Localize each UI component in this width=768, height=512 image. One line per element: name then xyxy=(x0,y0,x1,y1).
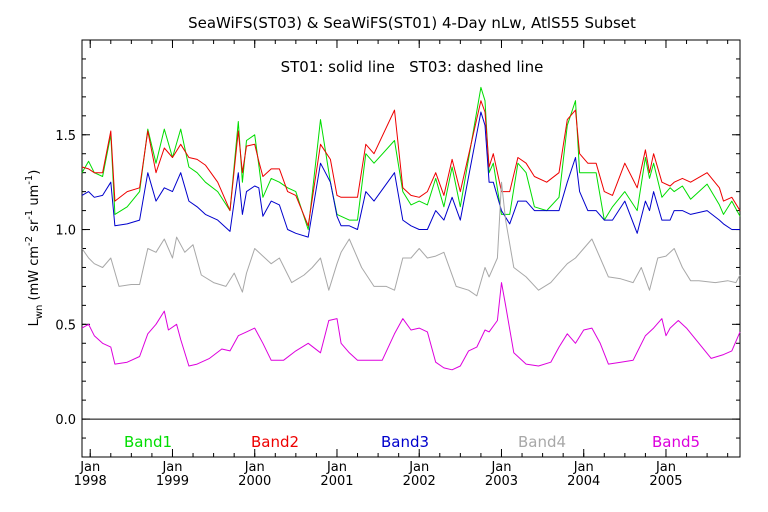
x-year-label: 2005 xyxy=(649,474,682,489)
x-month-label: Jan xyxy=(79,460,100,475)
x-month-label: Jan xyxy=(655,460,676,475)
series-line-band5 xyxy=(81,282,741,371)
x-year-label: 2002 xyxy=(403,474,436,489)
legend-label-band5: Band5 xyxy=(652,433,700,451)
line-style-annotation: ST01: solid line ST03: dashed line xyxy=(281,58,544,76)
series-line-band2 xyxy=(81,100,741,227)
y-tick-label: 0.5 xyxy=(55,318,76,333)
legend-label-band1: Band1 xyxy=(124,433,172,451)
x-year-label: 1999 xyxy=(156,474,189,489)
x-month-label: Jan xyxy=(408,460,429,475)
series-line-band4 xyxy=(81,181,741,297)
y-tick-label: 1.0 xyxy=(55,224,76,239)
x-year-label: 2001 xyxy=(320,474,353,489)
y-tick-label: 1.5 xyxy=(55,129,76,144)
x-month-label: Jan xyxy=(244,460,265,475)
series-line-band1 xyxy=(81,86,741,230)
series-line-band3 xyxy=(81,111,740,238)
x-year-label: 1998 xyxy=(74,474,107,489)
chart-title: SeaWiFS(ST03) & SeaWiFS(ST01) 4-Day nLw,… xyxy=(188,14,636,32)
x-year-label: 2000 xyxy=(238,474,271,489)
legend-label-band4: Band4 xyxy=(518,433,566,451)
y-tick-label: 0.0 xyxy=(55,413,76,428)
legend: Band1 Band2 Band3 Band4 Band5 xyxy=(124,433,700,451)
x-month-label: Jan xyxy=(490,460,511,475)
y-axis-label: Lwn (mW cm-2 sr-1 um-1) xyxy=(24,170,45,327)
x-month-label: Jan xyxy=(573,460,594,475)
plot-area-frame xyxy=(81,39,741,458)
x-year-label: 2003 xyxy=(485,474,518,489)
x-axis: Jan1998Jan1999Jan2000Jan2001Jan2002Jan20… xyxy=(74,40,729,489)
legend-label-band2: Band2 xyxy=(251,433,299,451)
x-year-label: 2004 xyxy=(567,474,600,489)
series-lines xyxy=(81,86,741,371)
legend-label-band3: Band3 xyxy=(381,433,429,451)
x-month-label: Jan xyxy=(326,460,347,475)
x-month-label: Jan xyxy=(161,460,182,475)
